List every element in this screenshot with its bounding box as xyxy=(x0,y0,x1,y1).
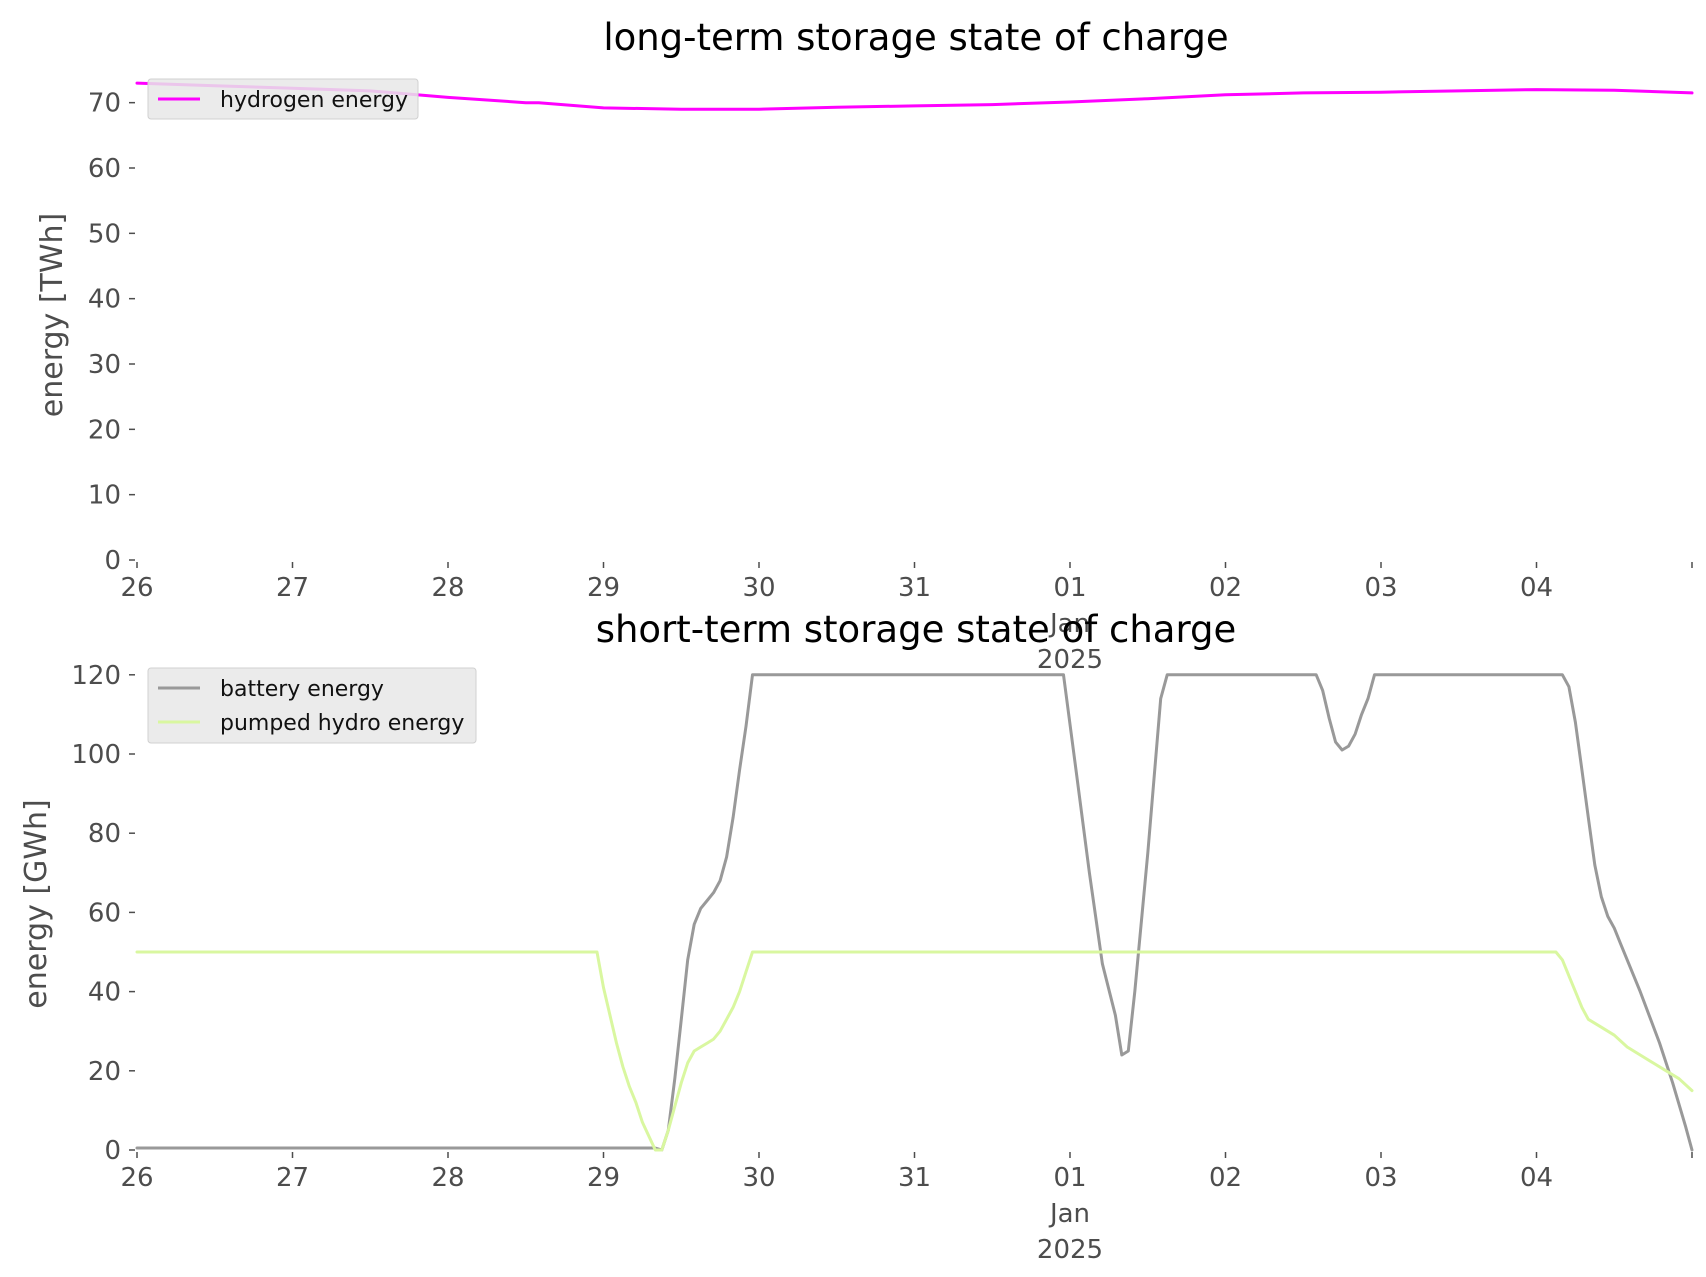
long-term-y-tick-label: 60 xyxy=(88,154,121,184)
long-term-x-tick-label: 26 xyxy=(120,573,153,603)
long-term-x-tick-label: 30 xyxy=(742,573,775,603)
short-term-x-tick-label: 30 xyxy=(742,1163,775,1193)
short-term-legend-label: battery energy xyxy=(220,677,384,702)
short-term-legend-label: pumped hydro energy xyxy=(220,711,464,736)
short-term-x-tick-label: 28 xyxy=(431,1163,464,1193)
short-term-y-tick-label: 0 xyxy=(104,1136,121,1166)
short-term-chart-title: short-term storage state of charge xyxy=(596,608,1237,651)
short-term-x-tick-label: 31 xyxy=(898,1163,931,1193)
long-term-legend: hydrogen energy xyxy=(147,78,419,120)
long-term-x-tick-label: 03 xyxy=(1364,573,1397,603)
long-term-legend-box xyxy=(147,78,419,120)
short-term-x-tick-label: 02 xyxy=(1209,1163,1242,1193)
short-term-y-tick-label: 120 xyxy=(71,661,121,691)
long-term-x-tick-label: 01 Jan 2025 xyxy=(1037,573,1103,675)
short-term-y-tick-label: 80 xyxy=(88,819,121,849)
short-term-x-tick-label: 03 xyxy=(1364,1163,1397,1193)
long-term-x-tick-label: 27 xyxy=(276,573,309,603)
short-term-y-ticks: 0 20 40 60 80 100 120 xyxy=(71,661,135,1166)
short-term-x-tick-label: 29 xyxy=(587,1163,620,1193)
long-term-y-tick-label: 40 xyxy=(88,285,121,315)
long-term-y-axis-label: energy [TWh] xyxy=(35,213,70,417)
long-term-x-tick-label: 28 xyxy=(431,573,464,603)
short-term-x-tick-label: 27 xyxy=(276,1163,309,1193)
long-term-legend-label: hydrogen energy xyxy=(220,88,408,113)
long-term-y-ticks: 0 10 20 30 40 50 60 70 xyxy=(88,89,135,576)
short-term-y-tick-label: 20 xyxy=(88,1057,121,1087)
long-term-y-tick-label: 30 xyxy=(88,350,121,380)
long-term-y-tick-label: 70 xyxy=(88,89,121,119)
long-term-y-tick-label: 0 xyxy=(104,546,121,576)
long-term-x-ticks: 26 27 28 29 30 31 01 Jan 2025 02 03 04 xyxy=(120,562,1693,675)
short-term-legend-box xyxy=(147,667,477,744)
short-term-x-tick-label: 04 xyxy=(1520,1163,1553,1193)
short-term-y-tick-label: 40 xyxy=(88,978,121,1008)
short-term-series-line-2 xyxy=(135,950,1694,1152)
long-term-x-tick-label: 04 xyxy=(1520,573,1553,603)
long-term-x-tick-label: 31 xyxy=(898,573,931,603)
long-term-y-tick-label: 20 xyxy=(88,415,121,445)
long-term-x-tick-label: 29 xyxy=(587,573,620,603)
short-term-x-tick-label: 01 Jan 2025 xyxy=(1037,1163,1103,1265)
short-term-series-layer xyxy=(135,673,1694,1152)
short-term-legend: battery energy pumped hydro energy xyxy=(147,667,477,744)
long-term-x-tick-label: 02 xyxy=(1209,573,1242,603)
short-term-y-tick-label: 100 xyxy=(71,740,121,770)
long-term-chart-title: long-term storage state of charge xyxy=(603,16,1228,59)
short-term-y-tick-label: 60 xyxy=(88,898,121,928)
short-term-y-axis-label: energy [GWh] xyxy=(19,799,54,1008)
long-term-y-tick-label: 10 xyxy=(88,481,121,511)
short-term-x-tick-label: 26 xyxy=(120,1163,153,1193)
short-term-x-ticks: 26 27 28 29 30 31 01 Jan 2025 02 03 04 xyxy=(120,1152,1693,1265)
short-term-chart: short-term storage state of charge energ… xyxy=(19,608,1694,1265)
short-term-series-line-1 xyxy=(135,673,1694,1152)
long-term-chart: long-term storage state of charge energy… xyxy=(35,16,1694,675)
long-term-y-tick-label: 50 xyxy=(88,219,121,249)
